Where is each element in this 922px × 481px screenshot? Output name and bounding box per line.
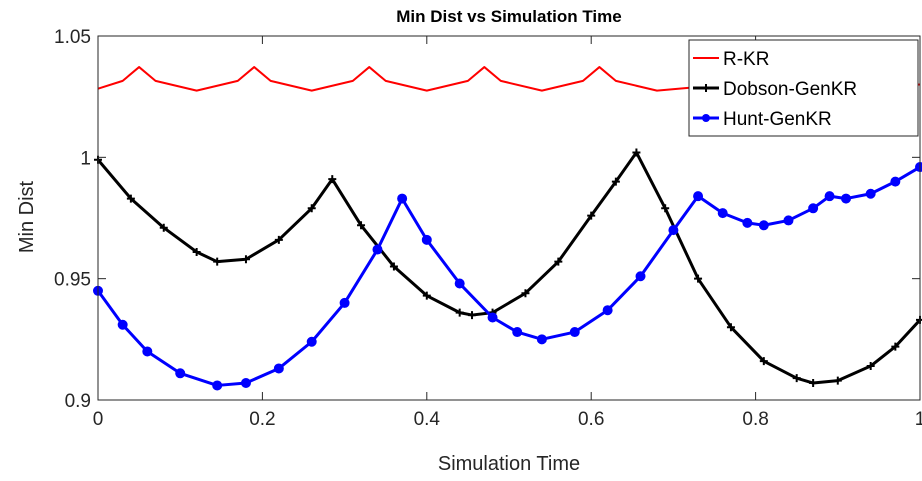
data-point [694,192,703,201]
data-point [241,379,250,388]
y-tick-label: 1.05 [54,27,91,48]
x-tick-label: 0.4 [414,409,441,430]
data-point [825,192,834,201]
data-point [636,272,645,281]
y-axis-label: Min Dist [16,180,38,253]
data-point [488,313,497,322]
y-tick-label: 0.95 [54,270,91,291]
data-point [842,194,851,203]
data-point [759,221,768,230]
data-point [513,328,522,337]
legend-marker [702,114,710,122]
data-point [176,369,185,378]
data-point [143,347,152,356]
data-point [866,189,875,198]
x-tick-label: 0.6 [578,409,604,430]
x-tick-label: 1 [915,409,922,430]
legend-label: Hunt-GenKR [723,109,832,130]
legend-label: Dobson-GenKR [723,79,857,100]
data-point [422,235,431,244]
data-point [718,209,727,218]
data-point [373,245,382,254]
y-tick-label: 1 [80,148,91,169]
data-point [537,335,546,344]
data-point [274,364,283,373]
data-point [213,381,222,390]
data-point [809,204,818,213]
data-point [669,226,678,235]
x-tick-label: 0.2 [249,409,275,430]
data-point [916,163,922,172]
x-tick-label: 0.8 [742,409,768,430]
legend-label: R-KR [723,49,769,70]
data-point [570,328,579,337]
data-point [118,320,127,329]
x-tick-label: 0 [93,409,104,430]
data-point [340,298,349,307]
data-point [398,194,407,203]
data-point [891,177,900,186]
x-axis-label: Simulation Time [438,453,580,475]
data-point [455,279,464,288]
legend: R-KR Dobson-GenKR Hunt-GenKR [689,40,918,136]
data-point [743,218,752,227]
data-point [307,337,316,346]
data-point [784,216,793,225]
chart-title: Min Dist vs Simulation Time [396,7,621,26]
y-tick-label: 0.9 [65,391,91,412]
data-point [603,306,612,315]
